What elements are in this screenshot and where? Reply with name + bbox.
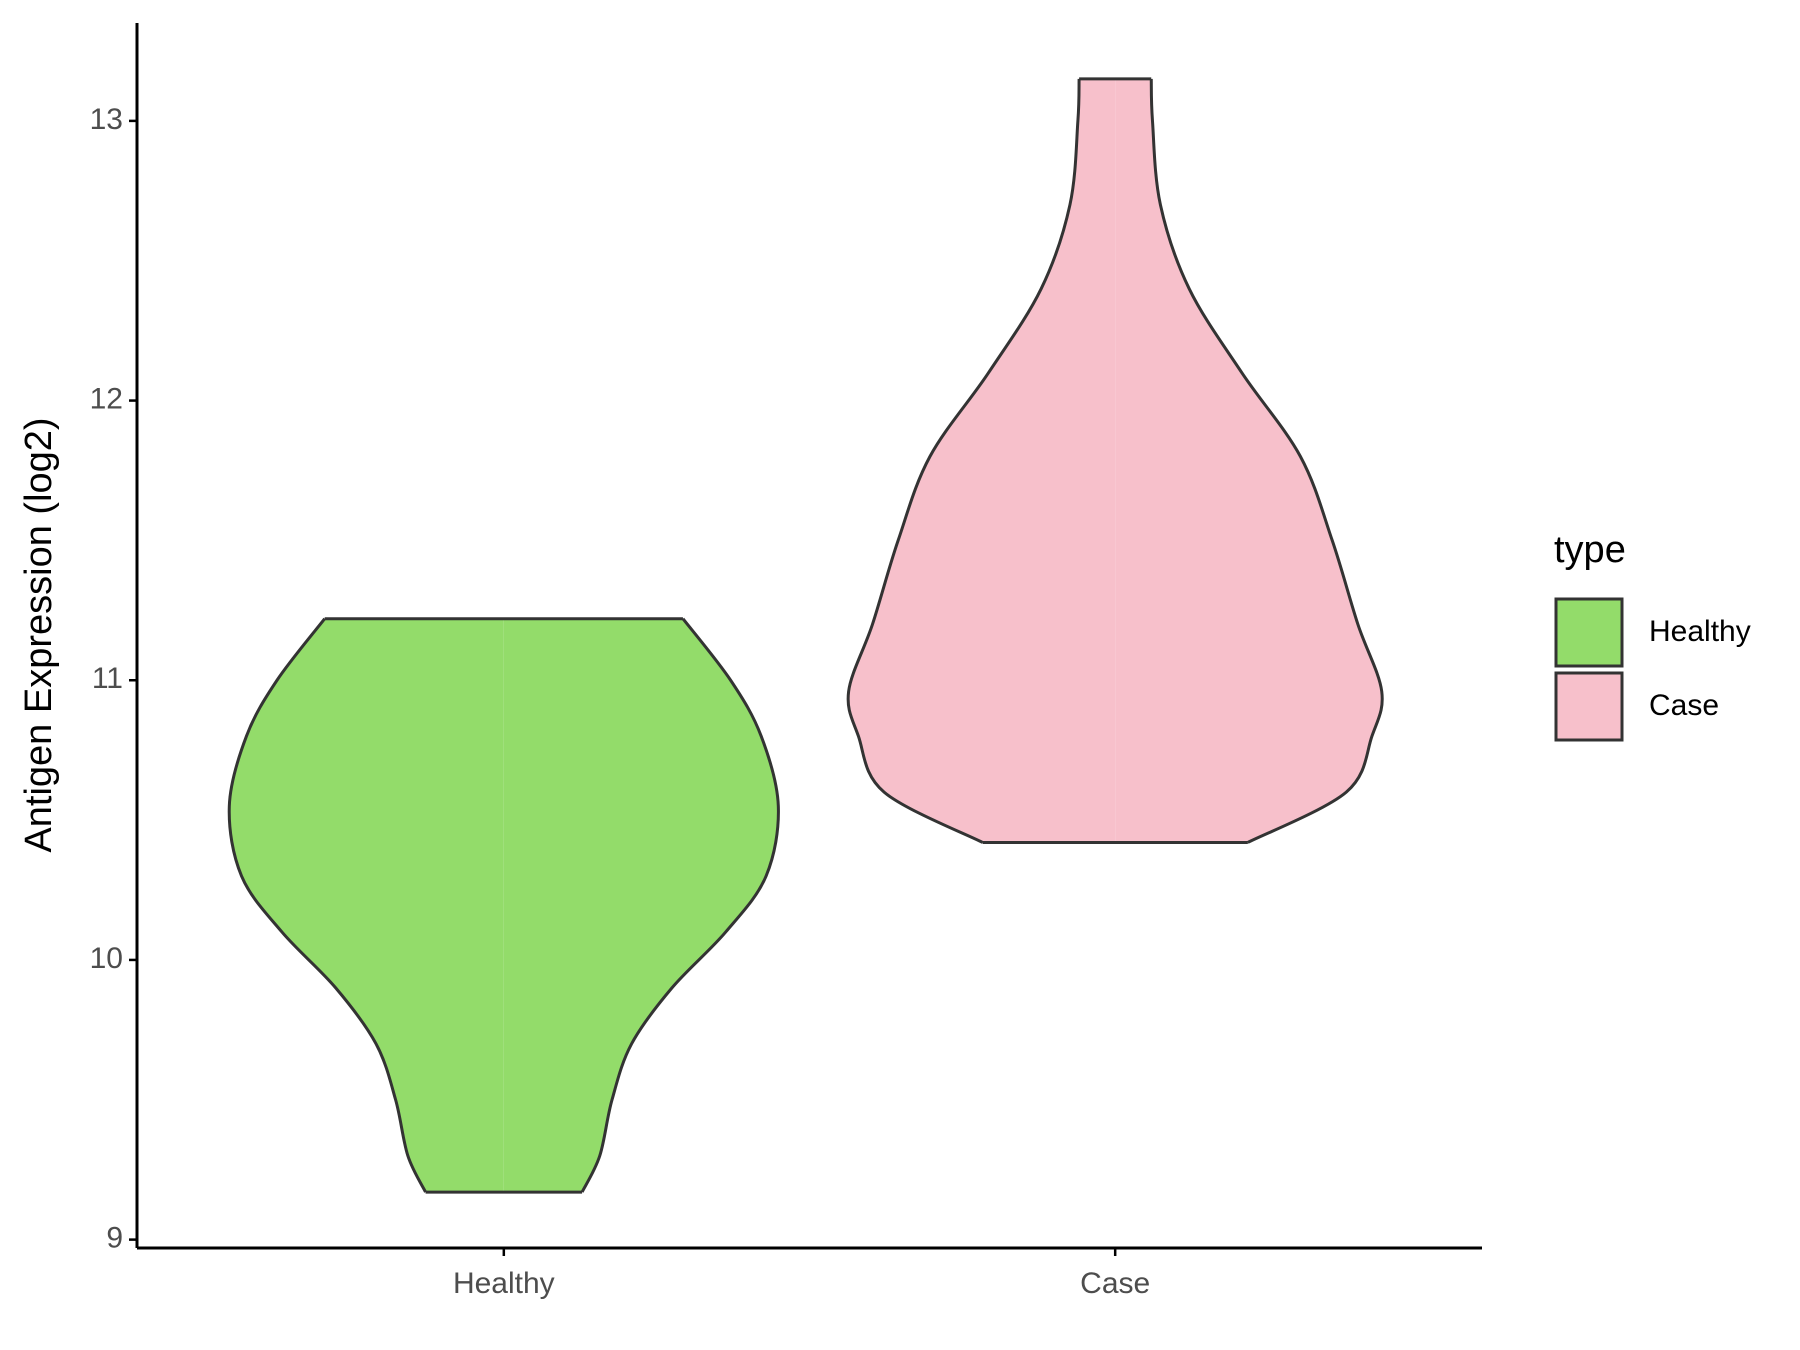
y-tick-label: 9	[106, 1222, 123, 1255]
y-tick-label: 10	[90, 942, 123, 975]
legend-label: Case	[1649, 689, 1719, 722]
y-tick-label: 11	[92, 662, 123, 695]
y-axis-label: Antigen Expression (log2)	[18, 417, 60, 852]
violin-half	[848, 78, 1116, 843]
violin-outline	[227, 617, 427, 1193]
legend-key	[1554, 671, 1624, 742]
legend-label: Healthy	[1649, 615, 1751, 648]
x-tick-label: Healthy	[453, 1267, 555, 1300]
legend-title: type	[1554, 529, 1626, 571]
violin-half	[229, 618, 504, 1193]
violin-outline	[580, 617, 780, 1193]
y-tick-label: 13	[90, 103, 123, 136]
y-tick-label: 12	[90, 382, 123, 415]
violin-outline	[846, 78, 1081, 844]
legend-key	[1554, 597, 1624, 668]
violin-half	[1115, 78, 1383, 843]
x-tick-label: Case	[1080, 1267, 1150, 1300]
violin-half	[503, 618, 779, 1193]
violin-outline	[1149, 78, 1384, 844]
